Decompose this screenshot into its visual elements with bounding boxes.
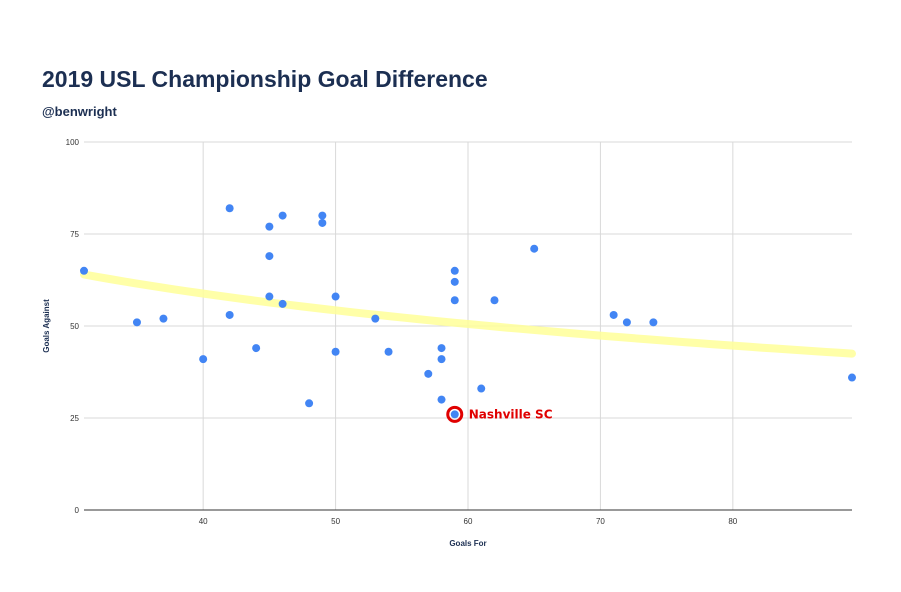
data-point — [450, 277, 459, 286]
data-point — [318, 211, 327, 220]
data-point — [159, 314, 168, 323]
trendline — [80, 270, 856, 358]
data-point — [450, 266, 459, 275]
data-point — [649, 318, 658, 327]
data-point — [132, 318, 141, 327]
highlight-label: Nashville SC — [469, 407, 553, 421]
data-point — [331, 347, 340, 356]
data-point — [265, 222, 274, 231]
data-point — [437, 355, 446, 364]
data-point — [450, 410, 459, 419]
data-point — [848, 373, 856, 382]
data-point — [265, 292, 274, 301]
chart-subtitle: @benwright — [42, 104, 117, 119]
data-point — [437, 395, 446, 404]
y-tick-label: 75 — [70, 230, 79, 239]
y-tick-label: 0 — [75, 506, 80, 515]
highlight-layer: Nashville SC — [446, 405, 553, 423]
data-point — [424, 369, 433, 378]
data-point — [278, 211, 287, 220]
data-point — [265, 252, 274, 261]
x-tick-label: 60 — [464, 517, 473, 526]
data-point — [252, 344, 261, 353]
data-point — [318, 218, 327, 227]
data-point — [384, 347, 393, 356]
data-point — [622, 318, 631, 327]
data-point — [225, 310, 234, 319]
data-point — [609, 310, 618, 319]
x-tick-label: 70 — [596, 517, 605, 526]
x-tick-label: 50 — [331, 517, 340, 526]
data-point — [490, 296, 499, 305]
x-axis-label: Goals For — [449, 539, 486, 548]
data-point — [278, 299, 287, 308]
y-tick-label: 100 — [66, 138, 80, 147]
y-tick-label: 25 — [70, 414, 79, 423]
axes: 0 25 50 75 100 40 50 60 70 80 — [66, 138, 852, 526]
data-point — [477, 384, 486, 393]
data-point — [305, 399, 314, 408]
data-point — [530, 244, 539, 253]
x-tick-label: 40 — [199, 517, 208, 526]
data-point — [331, 292, 340, 301]
chart-title: 2019 USL Championship Goal Difference — [42, 66, 488, 92]
highlight-ring — [446, 405, 464, 423]
data-point — [371, 314, 380, 323]
data-point — [80, 266, 88, 275]
y-axis-label: Goals Against — [42, 299, 51, 353]
data-point — [225, 204, 234, 213]
x-tick-label: 80 — [728, 517, 737, 526]
data-points — [80, 204, 856, 419]
y-tick-label: 50 — [70, 322, 79, 331]
data-point — [450, 296, 459, 305]
trendline-layer — [80, 270, 856, 358]
data-point — [437, 344, 446, 353]
data-point — [199, 355, 208, 364]
